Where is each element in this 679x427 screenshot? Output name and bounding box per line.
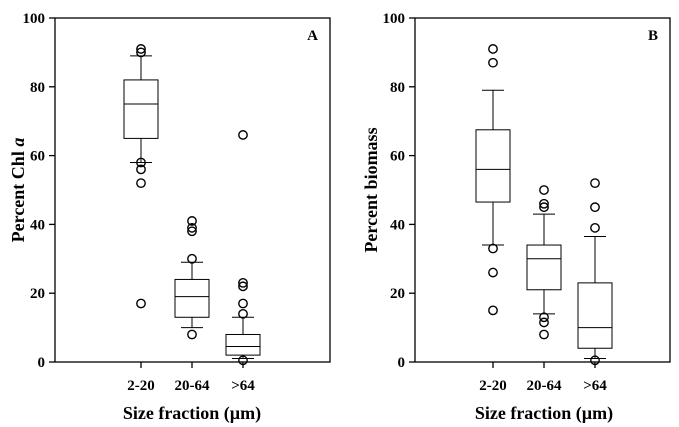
outlier-point: [590, 178, 600, 189]
box-2: [174, 216, 210, 340]
outlier-point: [590, 222, 600, 233]
x-tick-label: 20-64: [175, 378, 210, 394]
panel-b: 0 20 40 60 80 100 2-20 20-64 >64 B Percent biomass…: [361, 11, 671, 424]
outlier-point: [539, 198, 549, 209]
y-axis-label: Percent biomass: [361, 127, 381, 252]
x-tick-label: >64: [231, 378, 255, 394]
y-axis-label-text: Percent Chl: [8, 147, 28, 243]
outlier-point: [539, 185, 549, 195]
outlier-point: [136, 157, 146, 168]
x-axis-label: Size fraction (µm): [475, 403, 613, 424]
box-body: [526, 244, 562, 291]
outlier-point: [590, 355, 600, 366]
y-tick-label: 40: [30, 217, 45, 233]
box-1: [123, 44, 159, 309]
box-2: [526, 185, 562, 340]
outlier-point: [187, 329, 197, 340]
outlier-point: [539, 317, 549, 328]
outlier-point: [590, 202, 600, 213]
outlier-point: [539, 202, 549, 213]
outlier-point: [238, 298, 248, 309]
outlier-point: [187, 226, 197, 237]
outlier-point: [539, 329, 549, 340]
outlier-point: [238, 277, 248, 288]
outlier-point: [488, 44, 498, 54]
outlier-point: [238, 355, 248, 366]
panel-letter: B: [648, 28, 658, 44]
box-body: [174, 278, 210, 318]
box-body: [577, 282, 613, 349]
box-1: [475, 44, 511, 316]
panel-letter: A: [307, 28, 318, 44]
outlier-point: [539, 312, 549, 323]
y-axis-label-text: Percent biomass: [361, 127, 381, 252]
y-tick-label: 100: [383, 11, 406, 27]
outlier-point: [238, 308, 248, 319]
outlier-point: [488, 57, 498, 68]
outlier-point: [488, 305, 498, 316]
outlier-point: [136, 164, 146, 175]
y-tick-label: 100: [23, 11, 46, 27]
box-body: [123, 79, 159, 139]
box-3: [225, 130, 261, 366]
panel-a: 0 20 40 60 80 100 2-20 20-64 >64 A Percent Chl a Si…: [8, 11, 331, 424]
outlier-point: [187, 253, 197, 264]
outlier-point: [136, 178, 146, 189]
y-tick-label: 20: [390, 286, 405, 302]
x-tick-label: >64: [583, 378, 607, 394]
x-axis-label: Size fraction (µm): [123, 403, 261, 424]
y-axis-label-italic: a: [8, 138, 28, 147]
y-tick-label: 60: [390, 149, 405, 165]
box-body: [475, 129, 511, 203]
y-tick-label: 40: [390, 217, 405, 233]
outlier-point: [238, 130, 248, 140]
outlier-point: [488, 243, 498, 254]
outlier-point: [488, 267, 498, 278]
outlier-point: [136, 47, 146, 58]
outlier-point: [136, 44, 146, 54]
y-tick-label: 0: [38, 355, 46, 371]
outlier-point: [238, 281, 248, 292]
x-tick-label: 2-20: [127, 378, 155, 394]
box-3: [577, 178, 613, 366]
outlier-point: [187, 222, 197, 233]
y-tick-label: 80: [390, 80, 405, 96]
box-body: [225, 333, 261, 356]
y-tick-label: 60: [30, 149, 45, 165]
y-axis-label: Percent Chl a: [8, 138, 28, 243]
plot-frame: [414, 17, 671, 363]
outlier-point: [187, 216, 197, 226]
y-tick-label: 0: [398, 355, 406, 371]
y-tick-label: 80: [30, 80, 45, 96]
y-tick-label: 20: [30, 286, 45, 302]
outlier-point: [136, 298, 146, 309]
x-tick-label: 2-20: [479, 378, 507, 394]
x-tick-label: 20-64: [527, 378, 562, 394]
